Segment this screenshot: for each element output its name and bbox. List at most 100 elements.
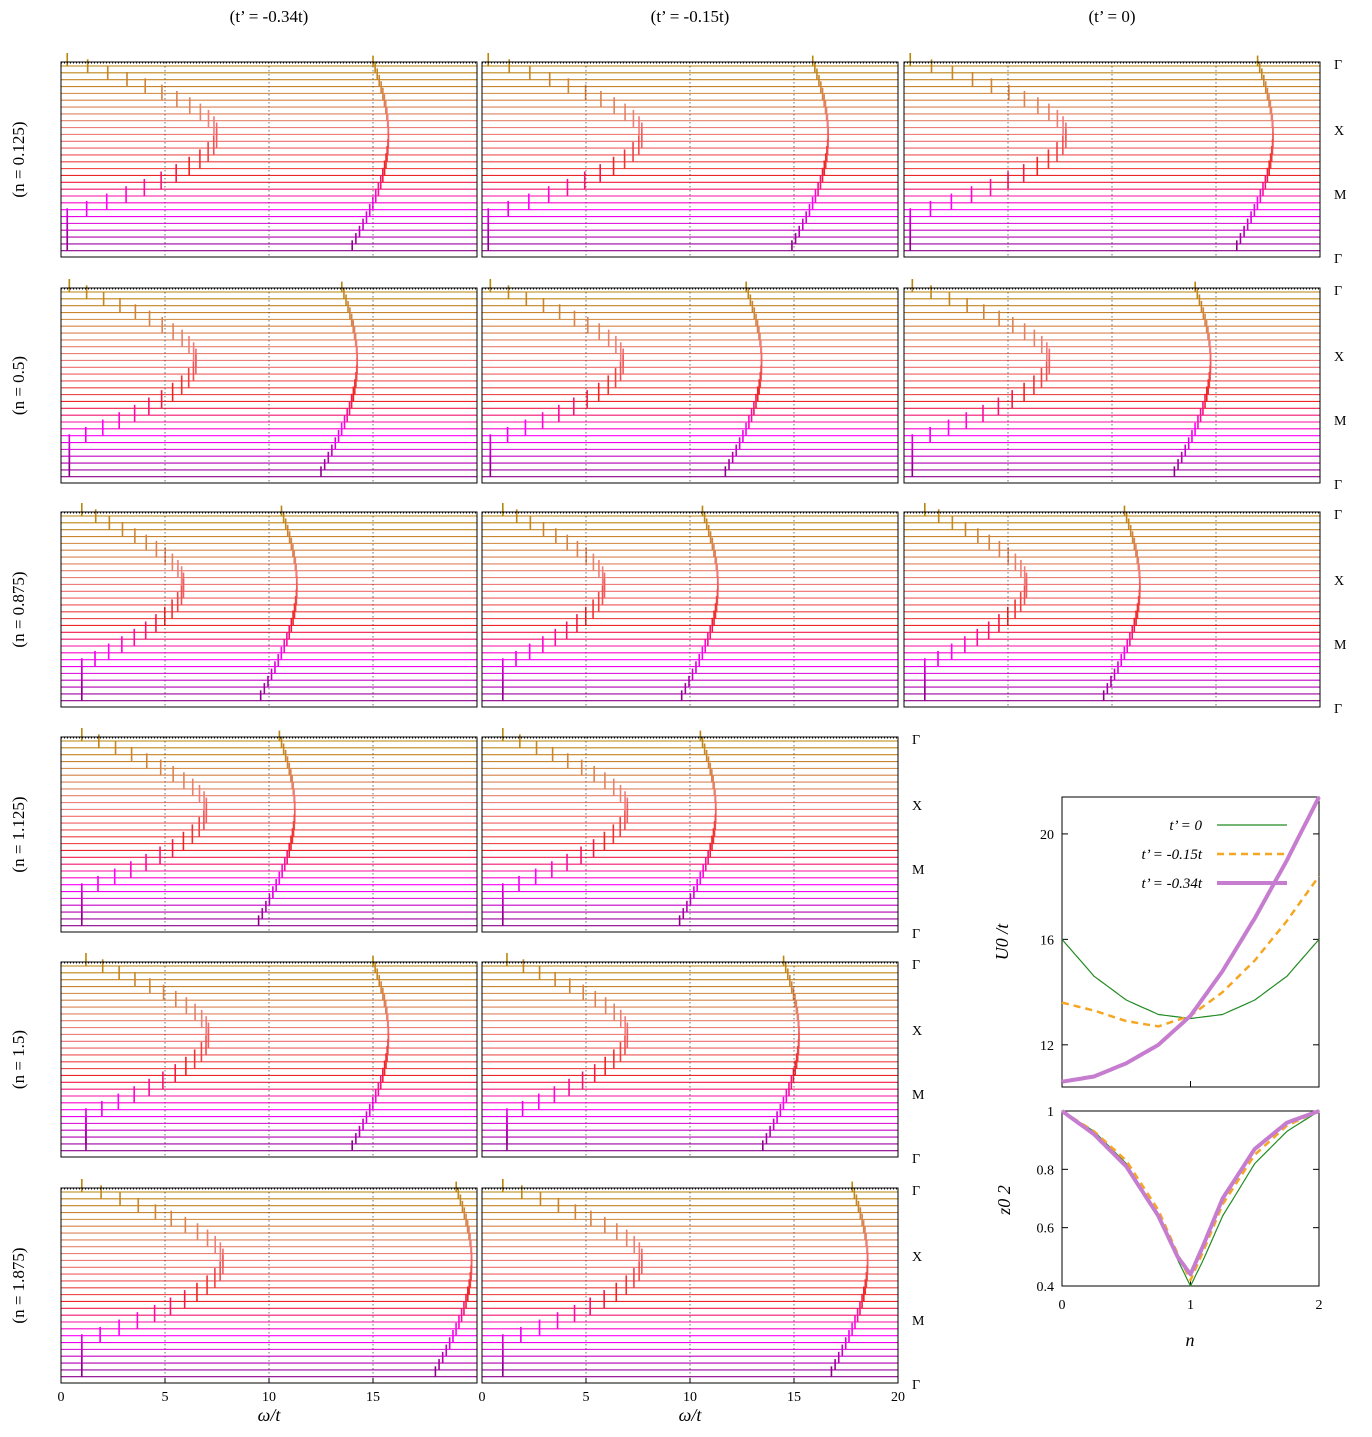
kpath-label: X — [1334, 574, 1344, 589]
y-tick-label: 0.8 — [1037, 1163, 1055, 1178]
kpath-label: Γ — [1334, 478, 1342, 493]
kpath-label: Γ — [1334, 58, 1342, 73]
y-axis-label: z0 2 — [994, 1185, 1014, 1216]
kpath-label: Γ — [912, 1378, 920, 1393]
x-tick-label: 15 — [366, 1390, 380, 1405]
plot-frame — [1061, 796, 1320, 1088]
kpath-label: X — [1334, 124, 1344, 139]
spectral-panel-11 — [60, 953, 478, 1158]
y-tick-label: 20 — [1040, 828, 1054, 843]
panel-frame — [903, 511, 1321, 708]
spectral-panel-14: Γ X M Γ 0 5 10 15 20 ω/t — [479, 1179, 925, 1425]
row-label-2: (n = 0.875) — [9, 571, 28, 647]
panel-frame — [481, 287, 899, 484]
y-tick-label: 0.4 — [1037, 1280, 1055, 1295]
legend-label: t’ = 0 — [1169, 818, 1202, 834]
x-tick-label: 0 — [58, 1390, 65, 1405]
panel-frame — [60, 961, 478, 1158]
u0-plot: 12 16 20 t’ = 0 t’ = -0.15t t’ = -0.34t U0 /t — [992, 796, 1321, 1088]
legend-label: t’ = -0.34t — [1141, 876, 1202, 892]
kpath-label: Γ — [1334, 702, 1342, 717]
panel-frame — [481, 511, 899, 708]
row-label-5: (n = 1.875) — [9, 1247, 28, 1323]
kpath-label: M — [1334, 188, 1347, 203]
kpath-label: M — [912, 1088, 925, 1103]
spectral-panel-1 — [481, 53, 899, 258]
x-tick-label: 0 — [1059, 1298, 1066, 1313]
kpath-label: Γ — [1334, 252, 1342, 267]
kpath-label: M — [1334, 638, 1347, 653]
y-tick-label: 16 — [1040, 933, 1054, 948]
kpath-label: Γ — [1334, 508, 1342, 523]
panel-frame — [60, 511, 478, 708]
row-label-4: (n = 1.5) — [9, 1030, 28, 1089]
spectral-panel-6 — [60, 503, 478, 708]
panel-frame — [903, 287, 1321, 484]
kpath-label: Γ — [912, 927, 920, 942]
kpath-label: Γ — [912, 1152, 920, 1167]
kpath-label: X — [912, 1024, 922, 1039]
panel-frame — [60, 61, 478, 258]
x-tick-label: 2 — [1316, 1298, 1323, 1313]
legend-label: t’ = -0.15t — [1141, 847, 1202, 863]
x-axis: 0 5 10 15 20 ω/t — [479, 1378, 905, 1425]
kpath-label: M — [912, 1314, 925, 1329]
kpath-label: M — [912, 863, 925, 878]
x-tick-label: 10 — [683, 1390, 697, 1405]
x-tick-label: 20 — [891, 1390, 905, 1405]
kpath-label: M — [1334, 414, 1347, 429]
panel-frame — [481, 61, 899, 258]
x-tick-label: 1 — [1187, 1298, 1194, 1313]
spectral-panel-7 — [481, 503, 899, 708]
panel-frame — [60, 736, 478, 933]
kpath-label: Γ — [1334, 284, 1342, 299]
kpath-label: X — [912, 799, 922, 814]
x-axis: 0 5 10 15 ω/t — [58, 1378, 380, 1425]
y-tick-label: 12 — [1040, 1039, 1054, 1054]
x-tick-label: 5 — [583, 1390, 590, 1405]
spectral-panel-5: Γ X M Γ — [903, 279, 1347, 493]
spectral-panel-3 — [60, 279, 478, 484]
column-title-0: (t’ = -0.34t) — [230, 7, 309, 26]
series-line-2 — [1061, 796, 1321, 1084]
series-line-0 — [1061, 1110, 1320, 1287]
row-label-3: (n = 1.125) — [9, 796, 28, 872]
panel-frame — [60, 287, 478, 484]
x-axis-label: ω/t — [679, 1405, 703, 1425]
kpath-label: X — [912, 1250, 922, 1265]
panel-frame — [903, 61, 1321, 258]
column-title-1: (t’ = -0.15t) — [651, 7, 730, 26]
spectral-panel-13: 0 5 10 15 ω/t — [58, 1179, 478, 1425]
spectral-panel-2: Γ X M Γ — [903, 53, 1347, 267]
column-title-2: (t’ = 0) — [1088, 7, 1135, 26]
x-tick-label: 15 — [787, 1390, 801, 1405]
series-line-1 — [1061, 1109, 1320, 1282]
spectral-panel-10: Γ X M Γ — [481, 728, 925, 942]
kpath-label: Γ — [912, 1184, 920, 1199]
x-tick-label: 10 — [262, 1390, 276, 1405]
kpath-label: X — [1334, 350, 1344, 365]
z0-plot: 0.4 0.6 0.8 1 z0 2 0 1 2 n — [994, 1105, 1323, 1350]
spectral-panel-8: Γ X M Γ — [903, 503, 1347, 717]
x-axis-label: n — [1186, 1330, 1195, 1350]
y-axis-label: U0 /t — [992, 923, 1012, 961]
series-line-2 — [1060, 1109, 1320, 1277]
kpath-label: Γ — [912, 733, 920, 748]
panel-frame — [481, 736, 899, 933]
x-tick-label: 5 — [162, 1390, 169, 1405]
x-axis-label: ω/t — [258, 1405, 282, 1425]
kpath-label: Γ — [912, 958, 920, 973]
x-tick-label: 0 — [479, 1390, 486, 1405]
row-label-0: (n = 0.125) — [9, 121, 28, 197]
spectral-panel-4 — [481, 279, 899, 484]
spectral-panel-12: Γ X M Γ — [481, 953, 925, 1167]
series-line-1 — [1061, 875, 1321, 1028]
y-tick-label: 0.6 — [1037, 1222, 1055, 1237]
row-label-1: (n = 0.5) — [9, 356, 28, 415]
spectral-panel-0 — [60, 53, 478, 258]
series-line-0 — [1061, 939, 1320, 1020]
panel-frame — [481, 961, 899, 1158]
spectral-panel-9 — [60, 728, 478, 933]
y-tick-label: 1 — [1047, 1105, 1054, 1120]
